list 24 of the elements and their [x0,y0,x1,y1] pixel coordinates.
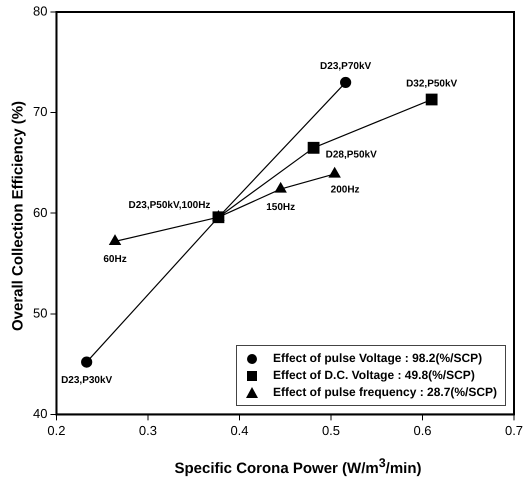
annotation: D23,P30kV [61,374,113,386]
y-tick-label: 40 [32,406,48,421]
legend-label: Effect of D.C. Voltage : 49.8(%/SCP) [273,367,475,384]
y-tick-label: 50 [32,305,48,320]
annotation: D28,P50kV [326,150,378,161]
annotation: 150Hz [266,202,296,213]
y-tick-label: 60 [32,204,48,220]
x-tick-label: 0.7 [504,422,524,438]
annotation: D32,P50kV [406,78,458,90]
annotation: D23,P50kV,100Hz [128,200,210,211]
y-axis-title: Overall Collection Efficiency (%) [10,100,26,332]
y-tick-label: 80 [32,4,48,19]
annotation: 200Hz [330,184,360,196]
x-tick-label: 0.3 [138,422,158,438]
x-tick-label: 0.5 [322,422,340,438]
legend-label: Effect of pulse Voltage : 98.2(%/SCP) [273,350,482,368]
annotation: 60Hz [103,254,127,266]
x-axis-title: Specific Corona Power (W/m$^{3}$/min) [174,456,422,477]
x-tick-label: 0.2 [47,422,66,438]
x-tick-label: 0.4 [230,422,249,438]
legend-label: Effect of pulse frequency : 28.7(%/SCP) [273,384,498,402]
x-tick-label: 0.6 [413,422,432,438]
annotation: D23,P70kV [320,61,372,72]
y-tick-label: 70 [32,104,48,120]
